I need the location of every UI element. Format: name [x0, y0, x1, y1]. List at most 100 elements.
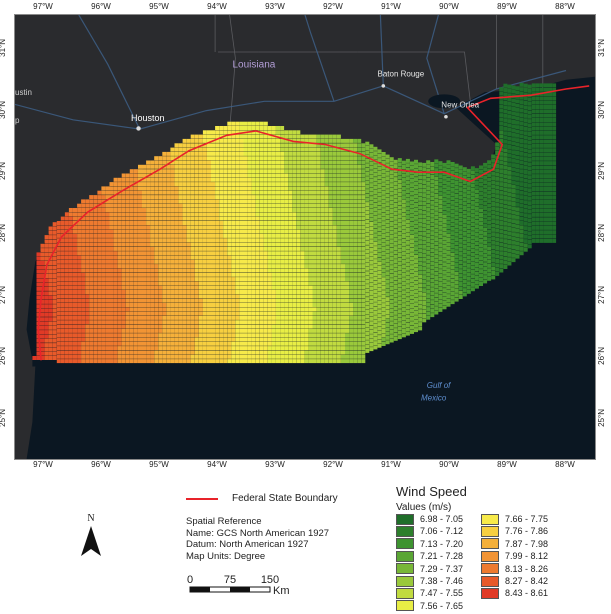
- wind-cell: [381, 307, 386, 312]
- wind-cell: [300, 182, 305, 187]
- wind-cell: [300, 328, 305, 333]
- wind-cell: [312, 346, 317, 351]
- wind-cell: [296, 315, 301, 320]
- wind-cell: [259, 229, 264, 234]
- wind-cell: [129, 320, 134, 325]
- wind-cell: [345, 259, 349, 264]
- wind-cell: [194, 303, 199, 307]
- wind-cell: [304, 229, 309, 234]
- wind-cell: [227, 285, 232, 290]
- wind-cell: [397, 296, 402, 301]
- wind-cell: [243, 246, 248, 251]
- wind-cell: [211, 320, 215, 325]
- wind-cell: [40, 248, 45, 253]
- wind-cell: [178, 281, 183, 286]
- wind-cell: [263, 134, 268, 139]
- wind-cell: [259, 307, 264, 312]
- wind-cell: [40, 308, 45, 313]
- wind-cell: [211, 346, 215, 351]
- wind-cell: [414, 267, 418, 272]
- wind-cell: [36, 252, 41, 257]
- wind-cell: [377, 188, 382, 193]
- wind-cell: [85, 324, 90, 329]
- wind-cell: [243, 320, 248, 325]
- wind-cell: [198, 303, 203, 307]
- wind-cell: [219, 290, 224, 294]
- wind-cell: [308, 151, 313, 156]
- wind-cell: [300, 294, 305, 299]
- wind-cell: [255, 126, 260, 130]
- wind-cell: [422, 175, 427, 180]
- wind-cell: [247, 242, 252, 247]
- wind-cell: [336, 320, 341, 325]
- wind-cell: [466, 272, 471, 277]
- wind-cell: [255, 328, 260, 333]
- wind-cell: [40, 347, 45, 352]
- wind-cell: [308, 315, 313, 320]
- wind-cell: [401, 247, 406, 251]
- wind-cell: [162, 238, 167, 243]
- wind-cell: [202, 264, 207, 269]
- wind-cell: [353, 169, 358, 174]
- wind-cell: [73, 242, 77, 247]
- wind-cell: [446, 168, 451, 173]
- wind-cell: [150, 333, 155, 338]
- wind-cell: [304, 138, 309, 143]
- wind-cell: [349, 328, 354, 333]
- wind-cell: [336, 238, 341, 243]
- wind-cell: [154, 177, 159, 182]
- wind-cell: [202, 255, 207, 260]
- wind-cell: [219, 251, 224, 256]
- wind-cell: [36, 356, 41, 360]
- wind-cell: [462, 253, 467, 258]
- wind-cell: [377, 330, 382, 335]
- wind-cell: [215, 160, 220, 165]
- wind-cell: [52, 235, 57, 240]
- wind-cell: [255, 350, 260, 355]
- wind-cell: [182, 169, 187, 174]
- wind-cell: [466, 259, 471, 264]
- wind-cell: [280, 328, 285, 333]
- wind-cell: [288, 177, 293, 182]
- wind-cell: [247, 164, 252, 169]
- wind-cell: [52, 317, 57, 322]
- wind-cell: [450, 170, 455, 175]
- wind-cell: [190, 195, 195, 200]
- wind-cell: [170, 233, 175, 238]
- wind-cell: [292, 173, 297, 178]
- wind-cell: [308, 290, 313, 294]
- wind-cell: [271, 307, 276, 312]
- wind-cell: [190, 272, 195, 277]
- wind-cell: [198, 311, 203, 316]
- wind-cell: [332, 346, 337, 351]
- wind-cell: [263, 341, 268, 346]
- wind-cell: [170, 337, 175, 342]
- wind-cell: [288, 346, 293, 351]
- wind-cell: [280, 259, 285, 264]
- wind-cell: [284, 177, 289, 182]
- wind-cell: [162, 216, 167, 221]
- wind-cell: [239, 182, 244, 187]
- map-frame[interactable]: Louisiana Houston ustin Baton Rouge New Orle…: [14, 14, 596, 460]
- wind-cell: [178, 177, 183, 182]
- wind-cell: [56, 311, 61, 316]
- wind-cell: [121, 177, 126, 182]
- wind-cell: [89, 242, 94, 247]
- wind-cell: [389, 260, 394, 265]
- wind-cell: [267, 134, 272, 139]
- wind-cell: [276, 251, 280, 256]
- wind-cell: [349, 233, 354, 238]
- wind-cell: [267, 264, 272, 269]
- wind-cell: [365, 240, 370, 245]
- wind-cell: [178, 346, 183, 351]
- wind-cell: [405, 279, 410, 284]
- wind-cell: [316, 134, 321, 139]
- wind-cell: [52, 256, 57, 261]
- wind-cell: [121, 337, 126, 342]
- wind-cell: [267, 233, 272, 238]
- wind-cell: [227, 268, 232, 273]
- wind-cell: [174, 315, 179, 320]
- wind-cell: [129, 229, 134, 234]
- wind-cell: [308, 264, 313, 269]
